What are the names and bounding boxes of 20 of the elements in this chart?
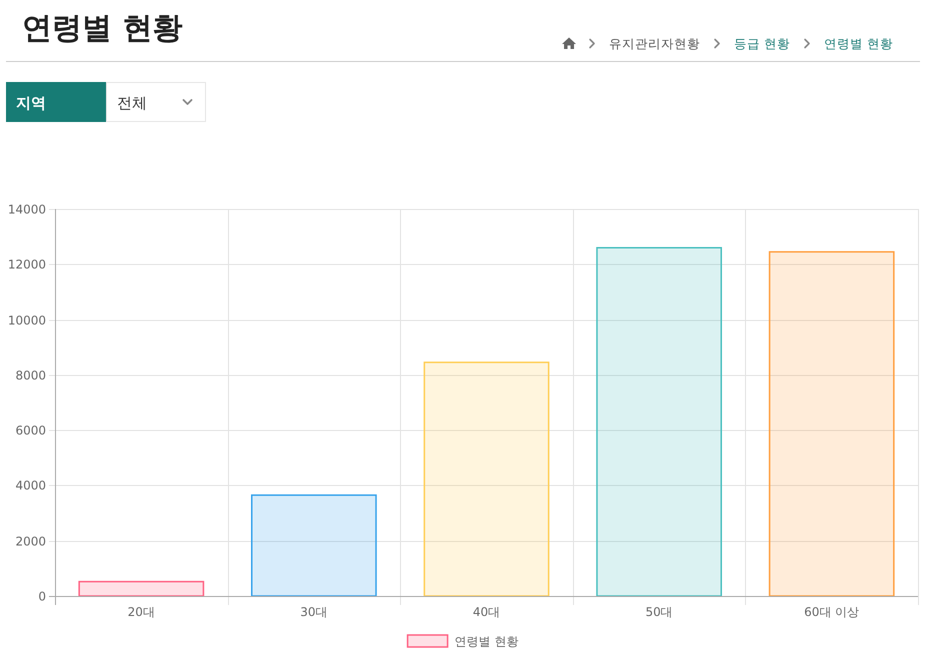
y-tick-label: 0 bbox=[38, 590, 46, 604]
title: 연령별 현황 bbox=[22, 11, 182, 46]
x-tick-label: 40대 bbox=[472, 605, 500, 619]
x-tick-label: 20대 bbox=[128, 605, 155, 619]
y-tick-label: 6000 bbox=[15, 424, 46, 438]
breadcrumb: 유지관리자현황 bbox=[609, 36, 700, 51]
y-tick-label: 14000 bbox=[8, 202, 46, 216]
legend-label: 연령별 현황 bbox=[454, 634, 518, 648]
x-tick-label: 50대 bbox=[645, 605, 673, 619]
y-tick-label: 8000 bbox=[15, 368, 46, 382]
x-tick-label: 30대 bbox=[300, 605, 328, 619]
y-tick-label: 4000 bbox=[15, 478, 46, 492]
y-tick-label: 10000 bbox=[8, 314, 46, 328]
y-tick-label: 12000 bbox=[8, 258, 46, 272]
x-tick-label: 60대 이상 bbox=[804, 605, 860, 619]
y-tick-label: 2000 bbox=[15, 534, 46, 548]
filter-value: 전체 bbox=[117, 94, 147, 112]
filter-label: 지역 bbox=[16, 94, 46, 112]
breadcrumb: 등급 현황 bbox=[734, 36, 790, 51]
breadcrumb: 연령별 현황 bbox=[824, 36, 893, 51]
